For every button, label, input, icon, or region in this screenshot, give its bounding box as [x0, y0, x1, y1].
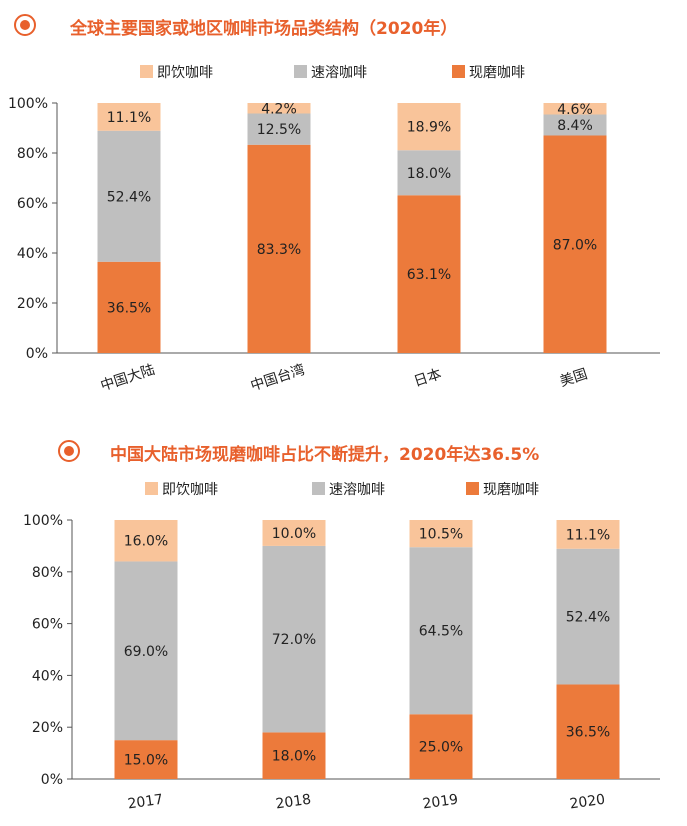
y-tick-label: 80%: [32, 565, 63, 581]
y-tick-label: 0%: [26, 346, 48, 362]
bar-segment: [97, 261, 161, 353]
legend-swatch: [466, 482, 479, 495]
x-tick-label: 2020: [569, 792, 607, 813]
chart-title: 全球主要国家或地区咖啡市场品类结构（2020年）: [70, 19, 458, 39]
bar-segment: [397, 150, 461, 196]
legend-label: 现磨咖啡: [469, 65, 525, 81]
data-label: 18.9%: [407, 120, 451, 136]
data-label: 52.4%: [566, 610, 610, 626]
bar-segment: [409, 547, 473, 715]
data-label: 36.5%: [566, 725, 610, 741]
y-tick-label: 60%: [32, 617, 63, 633]
data-label: 64.5%: [419, 624, 463, 640]
data-label: 87.0%: [553, 237, 597, 253]
legend-swatch: [312, 482, 325, 495]
y-tick-label: 100%: [23, 513, 63, 529]
y-tick-label: 80%: [17, 146, 48, 162]
data-label: 36.5%: [107, 300, 151, 316]
legend-swatch: [140, 65, 153, 78]
legend-label: 即饮咖啡: [157, 65, 213, 81]
bar-segment: [543, 103, 607, 115]
data-label: 52.4%: [107, 189, 151, 205]
bar-segment: [543, 114, 607, 136]
y-tick-label: 100%: [8, 96, 48, 112]
x-tick-label: 2018: [275, 792, 313, 813]
x-tick-label: 2019: [422, 792, 460, 813]
bar-segment: [97, 103, 161, 131]
target-circle-icon: [14, 14, 36, 36]
bar-segment: [556, 684, 620, 779]
bar-segment: [409, 714, 473, 779]
bar-segment: [114, 561, 178, 741]
bar-segment: [409, 520, 473, 548]
data-label: 4.6%: [557, 102, 593, 118]
data-label: 83.3%: [257, 242, 301, 258]
bar-segment: [397, 103, 461, 151]
target-circle-icon: [58, 440, 80, 462]
y-tick-label: 0%: [41, 772, 63, 788]
legend-label: 即饮咖啡: [162, 482, 218, 498]
data-label: 25.0%: [419, 740, 463, 756]
data-label: 8.4%: [557, 118, 593, 134]
data-label: 69.0%: [124, 644, 168, 660]
bar-segment: [556, 548, 620, 685]
data-label: 16.0%: [124, 534, 168, 550]
legend-label: 速溶咖啡: [311, 65, 367, 81]
x-tick-label: 2017: [127, 792, 165, 813]
data-label: 12.5%: [257, 122, 301, 138]
data-label: 18.0%: [407, 166, 451, 182]
bar-segment: [247, 113, 311, 145]
data-label: 63.1%: [407, 267, 451, 283]
bar-segment: [262, 732, 326, 779]
data-label: 11.1%: [566, 527, 610, 543]
data-label: 18.0%: [272, 749, 316, 765]
bar-segment: [247, 144, 311, 353]
y-tick-label: 60%: [17, 196, 48, 212]
y-tick-label: 20%: [32, 720, 63, 736]
bar-segment: [397, 195, 461, 353]
data-label: 72.0%: [272, 632, 316, 648]
legend-swatch: [145, 482, 158, 495]
bar-segment: [247, 103, 311, 114]
data-label: 11.1%: [107, 110, 151, 126]
data-label: 10.0%: [272, 526, 316, 542]
bar-segment: [543, 135, 607, 353]
data-label: 10.5%: [419, 527, 463, 543]
y-tick-label: 40%: [17, 246, 48, 262]
bar-segment: [262, 545, 326, 733]
chart-title: 中国大陆市场现磨咖啡占比不断提升，2020年达36.5%: [110, 445, 540, 465]
bar-segment: [556, 520, 620, 549]
legend-label: 现磨咖啡: [483, 482, 539, 498]
y-tick-label: 40%: [32, 668, 63, 684]
y-tick-label: 20%: [17, 296, 48, 312]
bar-segment: [262, 520, 326, 546]
legend-swatch: [452, 65, 465, 78]
bar-segment: [97, 130, 161, 262]
data-label: 15.0%: [124, 753, 168, 769]
legend-label: 速溶咖啡: [329, 482, 385, 498]
bar-segment: [114, 520, 178, 562]
data-label: 4.2%: [261, 101, 297, 117]
stacked-bar-chart: 0% 20% 40% 60% 80% 100% 即饮咖啡 速溶咖啡 现磨咖啡 36.5% 52.4%…: [8, 65, 660, 394]
legend-swatch: [294, 65, 307, 78]
bar-segment: [114, 740, 178, 779]
